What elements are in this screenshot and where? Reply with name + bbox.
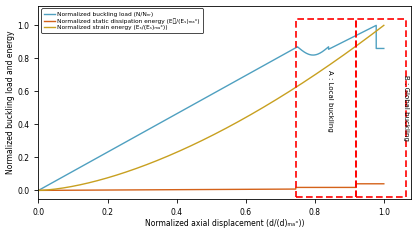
Normalized buckling load (N/Nₙᵣ)	[374, 24, 379, 27]
Normalized strain energy (Eₛ/(Eₛ)ₘₐˣ))	[285, 91, 290, 94]
Line: Normalized strain energy (Eₛ/(Eₛ)ₘₐˣ)): Normalized strain energy (Eₛ/(Eₛ)ₘₐˣ))	[38, 25, 384, 190]
Normalized buckling load (N/Nₙᵣ)	[381, 47, 386, 50]
Normalized buckling load (N/Nₙᵣ)	[309, 54, 314, 56]
Y-axis label: Normalized buckling load and energy: Normalized buckling load and energy	[5, 30, 15, 174]
Bar	[356, 19, 406, 197]
X-axis label: Normalized axial displacement (d/(d)ₘₐˣ)): Normalized axial displacement (d/(d)ₘₐˣ)…	[145, 219, 305, 228]
Normalized static dissipation energy (E₝/(Eₛ)ₘₐˣ)	[354, 186, 359, 189]
Normalized buckling load (N/Nₙᵣ)	[312, 54, 317, 56]
Normalized static dissipation energy (E₝/(Eₛ)ₘₐˣ)	[271, 188, 276, 190]
Normalized strain energy (Eₛ/(Eₛ)ₘₐˣ))	[253, 110, 258, 113]
Normalized static dissipation energy (E₝/(Eₛ)ₘₐˣ)	[381, 182, 386, 185]
Normalized static dissipation energy (E₝/(Eₛ)ₘₐˣ)	[58, 189, 63, 192]
Normalized static dissipation energy (E₝/(Eₛ)ₘₐˣ)	[206, 188, 211, 191]
Normalized static dissipation energy (E₝/(Eₛ)ₘₐˣ)	[354, 182, 359, 185]
Normalized static dissipation energy (E₝/(Eₛ)ₘₐˣ)	[47, 189, 52, 192]
Normalized buckling load (N/Nₙᵣ)	[155, 123, 160, 126]
Normalized static dissipation energy (E₝/(Eₛ)ₘₐˣ)	[316, 186, 321, 189]
Normalized strain energy (Eₛ/(Eₛ)ₘₐˣ))	[148, 161, 153, 164]
Line: Normalized static dissipation energy (E₝/(Eₛ)ₘₐˣ): Normalized static dissipation energy (E₝…	[38, 184, 384, 190]
Normalized strain energy (Eₛ/(Eₛ)ₘₐˣ))	[78, 183, 83, 186]
Normalized strain energy (Eₛ/(Eₛ)ₘₐˣ))	[287, 90, 292, 93]
Normalized strain energy (Eₛ/(Eₛ)ₘₐˣ))	[381, 24, 386, 27]
Legend: Normalized buckling load (N/Nₙᵣ), Normalized static dissipation energy (E₝/(Eₛ)ₘ: Normalized buckling load (N/Nₙᵣ), Normal…	[41, 8, 203, 33]
Normalized strain energy (Eₛ/(Eₛ)ₘₐˣ))	[173, 151, 178, 154]
Bar	[296, 19, 356, 197]
Text: A : Local buckling: A : Local buckling	[327, 70, 333, 132]
Normalized buckling load (N/Nₙᵣ)	[92, 158, 97, 161]
Normalized static dissipation energy (E₝/(Eₛ)ₘₐˣ)	[36, 189, 41, 192]
Normalized buckling load (N/Nₙᵣ)	[45, 184, 50, 186]
Normalized buckling load (N/Nₙᵣ)	[343, 39, 348, 42]
Normalized buckling load (N/Nₙᵣ)	[36, 189, 41, 192]
Normalized strain energy (Eₛ/(Eₛ)ₘₐˣ))	[36, 189, 41, 192]
Text: B : Global buckling: B : Global buckling	[403, 75, 409, 141]
Line: Normalized buckling load (N/Nₙᵣ): Normalized buckling load (N/Nₙᵣ)	[38, 25, 384, 190]
